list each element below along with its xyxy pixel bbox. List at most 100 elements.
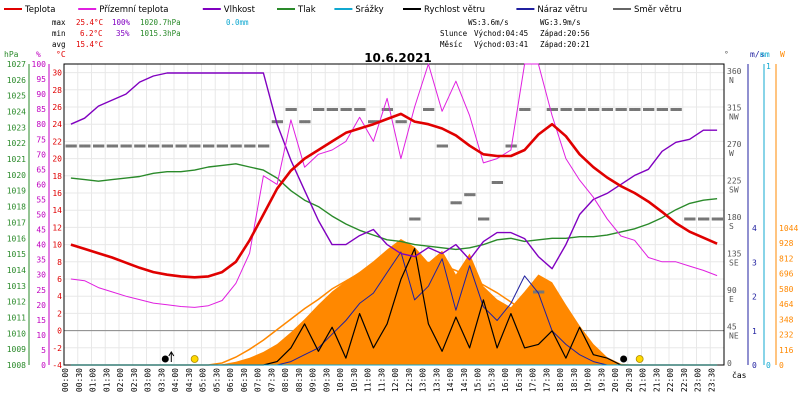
wind-dir-point [168,144,171,148]
wind-dir-point [617,108,621,111]
x-tick: 15:00 [474,368,483,392]
pressure-tick: 1023 [7,123,26,132]
wind-dir-point [230,144,233,148]
wind-dir-point [308,120,311,124]
pressure-tick: 1026 [7,76,26,85]
wind-dir-point [129,144,132,148]
wind-dir-point [101,144,105,148]
wind-dir-point [482,217,485,221]
pressure-tick: 1017 [7,218,26,227]
wind-dir-point [409,217,412,221]
unit-hpa: hPa [4,50,19,59]
wind-dir-point [427,108,430,111]
x-tick: 03:00 [144,368,153,392]
moonrise-info: Východ:03:41 [474,40,528,49]
temperature-tick: -4 [52,361,62,370]
wind-dir-point [271,120,275,124]
wind-dir-point [124,144,128,148]
wind-dir-point [205,144,208,148]
wind-dir-point [665,108,668,111]
wind-dir-point [610,108,613,111]
humidity-tick: 10 [36,331,46,340]
wind-dir-point [223,144,226,148]
wind-dir-point [386,108,389,111]
x-tick: 18:00 [556,368,565,392]
wind-dir-point [344,108,348,111]
stats-min-label: min [52,29,66,38]
temperature-tick: 24 [52,120,62,129]
wind-dir-point [560,108,563,111]
x-tick: 21:00 [639,368,648,392]
x-tick: 11:00 [364,368,373,392]
wind-dir-point [315,108,318,111]
pressure-tick: 1018 [7,203,26,212]
wind-dir-point [635,108,639,111]
wind-direction-tick: 315 [727,104,742,113]
wind-dir-point [262,144,265,148]
wind-dir-point [175,144,178,148]
solar-tick: 348 [779,315,794,324]
x-tick: 10:00 [336,368,345,392]
wind-dir-point [354,108,357,111]
temperature-tick: 22 [52,137,62,146]
x-tick: 08:30 [295,368,304,392]
pressure-tick: 1012 [7,298,26,307]
x-tick: 02:00 [116,368,125,392]
wind-direction-name: W [729,149,734,158]
wind-dir-point [342,108,346,111]
humidity-line [70,72,718,270]
wind-dir-point [588,108,591,111]
right-axes: 360N315NW270W225SW180S135SE90E45NE043210… [727,62,798,370]
wind-dir-point [690,217,694,221]
wind-dir-point [645,108,648,111]
x-tick: 06:00 [226,368,235,392]
humidity-tick: 35 [36,256,46,265]
sunrise-marker [190,355,199,363]
temperature-tick: 16 [52,189,62,198]
wind-dir-point [143,144,146,148]
x-tick: 11:30 [377,368,386,392]
wind-dir-point [383,108,387,111]
temperature-tick: 6 [57,275,62,284]
wind-dir-point [553,108,556,111]
stats-min-press: 1015.3hPa [140,29,181,38]
wind-dir-point [154,144,158,148]
wind-dir-point [638,108,641,111]
wind-dir-point [537,290,540,294]
stats-max-rain: 0.0mm [226,18,249,27]
humidity-tick: 40 [36,241,46,250]
sun-moon-markers [161,351,644,363]
wind-dir-point [505,144,508,148]
stats-avg-temp: 15.4°C [76,40,103,49]
wind-dir-point [152,144,155,148]
wind-dir-point [452,201,456,205]
wind-dir-point [429,108,433,111]
wind-dir-point [111,144,114,148]
wind-speed-info: WS:3.6m/s [468,18,509,27]
wind-dir-point [580,108,584,111]
wind-dir-point [319,108,323,111]
wind-dir-point [411,217,414,221]
wind-dir-point [69,144,73,148]
wind-dir-point [347,108,350,111]
wind-dir-point [166,144,169,148]
wind-direction-name: N [729,76,734,85]
wind-dir-point [507,144,511,148]
x-tick: 05:30 [212,368,221,392]
wind-dir-point [122,144,126,148]
wind-dir-point [533,290,536,294]
wind-direction-tick: 360 [727,67,742,76]
wind-dir-point [156,144,160,148]
wind-dir-point [138,144,142,148]
wind-dir-point [700,217,703,221]
wind-dir-point [358,108,362,111]
solar-tick: 812 [779,254,794,263]
wind-dir-point [95,144,98,148]
wind-dir-point [413,217,417,221]
x-tick: 20:00 [611,368,620,392]
wind-dir-point [273,120,277,124]
wind-speed-tick: 4 [752,224,757,233]
temperature-tick: 18 [52,172,62,181]
wind-direction-name: S [729,222,734,231]
